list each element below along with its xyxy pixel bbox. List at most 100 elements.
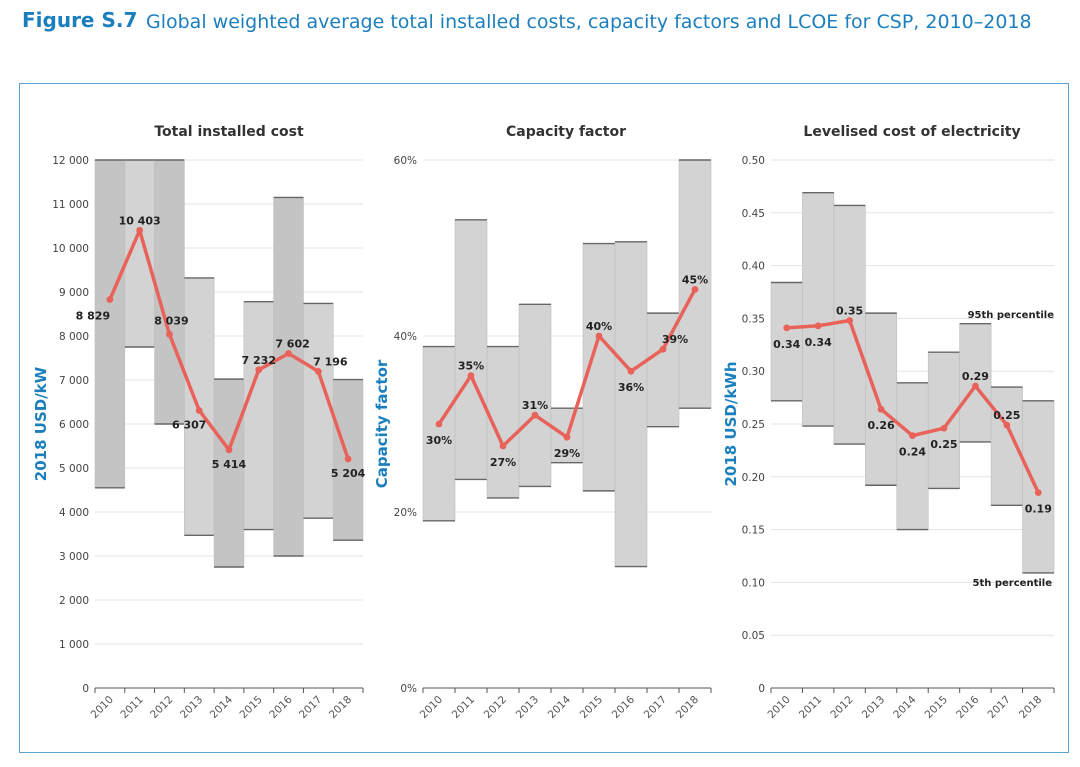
data-point bbox=[595, 332, 603, 340]
percentile-band bbox=[454, 219, 488, 480]
y-tick-label: 1 000 bbox=[59, 639, 89, 651]
x-tick-label: 2015 bbox=[923, 694, 950, 721]
x-tick-label: 2013 bbox=[514, 694, 541, 721]
chart-title: Capacity factor bbox=[506, 124, 626, 140]
y-tick-label: 2 000 bbox=[59, 595, 89, 607]
y-tick-label: 8 000 bbox=[59, 331, 89, 343]
data-label: 0.34 bbox=[805, 336, 832, 349]
percentile-band bbox=[678, 159, 712, 409]
data-point bbox=[435, 420, 443, 428]
percentile-band bbox=[614, 241, 648, 567]
percentile-band bbox=[1022, 400, 1055, 574]
y-tick-label: 4 000 bbox=[59, 507, 89, 519]
chart-panel-3: Levelised cost of electricity 2018 USD/kW… bbox=[722, 124, 1055, 721]
data-label: 7 602 bbox=[275, 338, 309, 351]
y-tick-label: 0.40 bbox=[742, 261, 765, 273]
y-tick-label: 11 000 bbox=[52, 199, 89, 211]
data-point bbox=[814, 322, 822, 330]
x-tick-label: 2010 bbox=[89, 694, 116, 721]
x-tick-label: 2010 bbox=[418, 694, 445, 721]
data-label: 27% bbox=[490, 456, 516, 469]
y-tick-label: 0.25 bbox=[742, 419, 765, 431]
percentile-band bbox=[273, 197, 304, 557]
y-tick-label: 20% bbox=[394, 507, 417, 519]
data-point bbox=[166, 330, 173, 338]
data-point bbox=[877, 405, 885, 413]
data-label: 39% bbox=[662, 333, 688, 346]
data-label: 35% bbox=[458, 360, 484, 373]
y-tick-label: 60% bbox=[394, 155, 417, 167]
x-tick-label: 2012 bbox=[482, 694, 509, 721]
data-point bbox=[344, 455, 352, 463]
x-tick-label: 2014 bbox=[891, 693, 919, 721]
percentile-band bbox=[213, 378, 245, 568]
data-label: 0.24 bbox=[899, 446, 926, 459]
data-label: 31% bbox=[522, 399, 548, 412]
data-point bbox=[846, 317, 854, 324]
x-tick-label: 2012 bbox=[148, 694, 175, 721]
figure-header: Figure S.7 Global weighted average total… bbox=[22, 6, 1072, 66]
data-label: 30% bbox=[426, 434, 452, 447]
data-label: 0.34 bbox=[773, 338, 800, 351]
percentile-band bbox=[154, 159, 185, 425]
y-axis-label: 2018 USD/kW bbox=[32, 366, 50, 481]
x-tick-label: 2018 bbox=[327, 694, 354, 721]
data-point bbox=[940, 424, 948, 432]
y-tick-label: 0.30 bbox=[742, 366, 765, 378]
x-tick-label: 2018 bbox=[674, 694, 701, 721]
data-label: 10 403 bbox=[119, 214, 161, 227]
data-point bbox=[971, 382, 979, 390]
x-tick-label: 2016 bbox=[954, 693, 982, 721]
x-tick-label: 2014 bbox=[546, 693, 574, 721]
chart-title: Total installed cost bbox=[154, 124, 304, 140]
data-point bbox=[563, 433, 571, 441]
y-tick-label: 0.15 bbox=[742, 525, 765, 537]
x-tick-label: 2011 bbox=[797, 694, 824, 721]
data-label: 5 204 bbox=[331, 467, 366, 480]
percentile-band bbox=[927, 351, 960, 489]
y-tick-label: 6 000 bbox=[59, 419, 89, 431]
x-tick-label: 2010 bbox=[765, 694, 792, 721]
figure-label: Figure S.7 bbox=[22, 8, 138, 32]
x-tick-label: 2015 bbox=[238, 694, 265, 721]
chart-panel-2: Capacity factor Capacity factor 0% 20% 40% 60… bbox=[373, 124, 712, 721]
data-label: 40% bbox=[586, 320, 612, 333]
percentile-band bbox=[518, 304, 552, 487]
x-tick-label: 2011 bbox=[450, 694, 477, 721]
percentile-band bbox=[303, 303, 334, 519]
x-tick-label: 2018 bbox=[1017, 694, 1044, 721]
x-tick-label: 2017 bbox=[297, 694, 324, 721]
x-tick-label: 2017 bbox=[986, 694, 1013, 721]
data-point bbox=[285, 350, 292, 357]
y-tick-label: 0.35 bbox=[742, 313, 765, 325]
data-point bbox=[627, 367, 635, 375]
data-label: 8 039 bbox=[154, 314, 188, 327]
data-point bbox=[195, 407, 203, 414]
y-tick-label: 0% bbox=[400, 683, 417, 695]
data-point bbox=[467, 372, 475, 379]
y-tick-label: 7 000 bbox=[59, 375, 89, 387]
y-tick-label: 12 000 bbox=[52, 155, 89, 167]
data-label: 8 829 bbox=[76, 310, 110, 323]
data-label: 29% bbox=[554, 447, 580, 460]
x-tick-label: 2013 bbox=[178, 694, 205, 721]
data-label: 0.19 bbox=[1025, 503, 1052, 516]
x-tick-label: 2013 bbox=[860, 694, 887, 721]
y-tick-label: 0.10 bbox=[742, 577, 765, 589]
data-point bbox=[314, 367, 322, 375]
x-tick-label: 2014 bbox=[208, 693, 236, 721]
annotation-p95: 95th percentile bbox=[968, 310, 1055, 321]
y-tick-label: 0.20 bbox=[742, 472, 765, 484]
y-tick-label: 0 bbox=[82, 683, 89, 695]
x-tick-label: 2016 bbox=[267, 693, 295, 721]
y-tick-label: 0 bbox=[758, 683, 765, 695]
y-tick-label: 5 000 bbox=[59, 463, 89, 475]
figure-title: Global weighted average total installed … bbox=[146, 11, 1032, 33]
percentile-band bbox=[243, 301, 274, 530]
data-label: 7 196 bbox=[313, 355, 348, 368]
data-label: 6 307 bbox=[172, 418, 206, 431]
percentile-band bbox=[94, 159, 126, 489]
data-point bbox=[531, 411, 539, 419]
data-point bbox=[1034, 489, 1042, 497]
